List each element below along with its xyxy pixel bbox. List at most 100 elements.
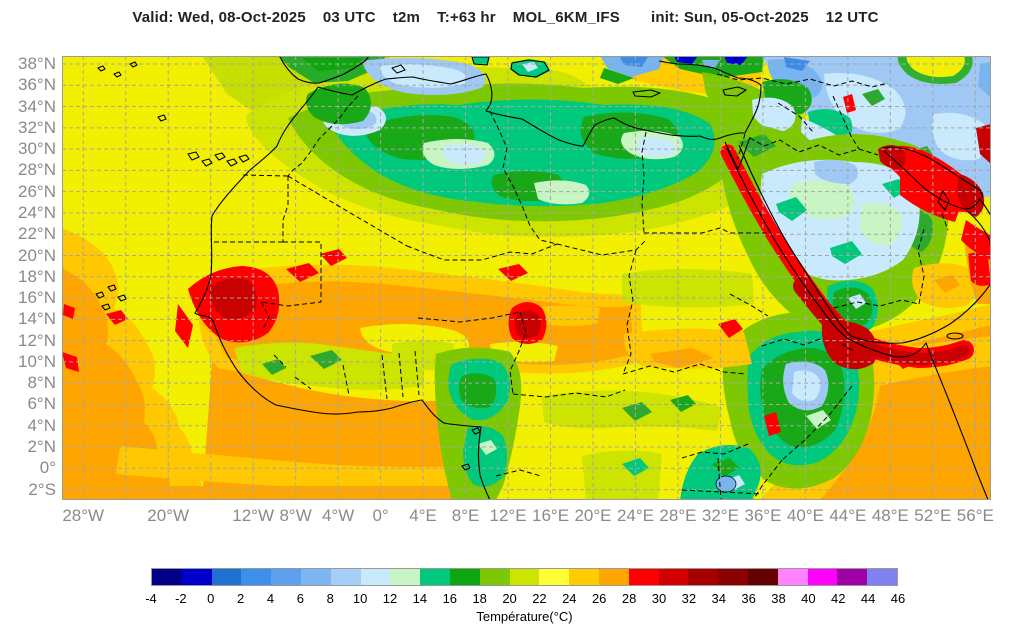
- colorbar-segment: [867, 569, 897, 585]
- lon-tick-label: 4°W: [321, 506, 355, 525]
- title-segment: init: Sun, 05-Oct-2025: [651, 9, 809, 26]
- colorbar-tick-label: 36: [741, 591, 756, 606]
- lat-tick-label: 22°N: [18, 224, 56, 244]
- lon-tick-label: 44°E: [829, 506, 867, 525]
- lat-tick-label: 28°N: [18, 160, 56, 180]
- lat-tick-label: 6°N: [27, 394, 56, 414]
- colorbar-segment: [598, 569, 629, 585]
- lat-tick-label: 18°N: [18, 266, 56, 286]
- lon-tick-label: 56°E: [956, 506, 994, 525]
- lon-tick-label: 20°E: [574, 506, 612, 525]
- lat-tick-label: 30°N: [18, 139, 56, 159]
- colorbar-tick-label: 38: [771, 591, 786, 606]
- lon-tick-label: 32°E: [701, 506, 739, 525]
- lon-tick-label: 12°W: [232, 506, 275, 525]
- colorbar-segment: [330, 569, 361, 585]
- lat-tick-label: 26°N: [18, 181, 56, 201]
- colorbar-segment: [181, 569, 212, 585]
- colorbar-segment: [152, 569, 182, 585]
- lat-tick-label: 14°N: [18, 309, 56, 329]
- title-segment: 12 UTC: [825, 9, 879, 26]
- lon-tick-label: 8°E: [451, 506, 480, 525]
- colorbar-segment: [777, 569, 808, 585]
- colorbar-segment: [300, 569, 331, 585]
- colorbar-segment: [271, 569, 301, 585]
- temperature-map-svg: [62, 55, 992, 501]
- lon-tick-label: 40°E: [786, 506, 824, 525]
- lat-tick-label: 32°N: [18, 117, 56, 137]
- lat-tick-label: 12°N: [18, 330, 56, 350]
- grid-lines: [62, 56, 991, 500]
- colorbar-segment: [449, 569, 480, 585]
- lat-tick-label: 16°N: [18, 288, 56, 308]
- title-segment: T:+63 hr: [437, 9, 496, 26]
- colorbar-tick-label: 4: [266, 591, 275, 606]
- colorbar-tick-label: 26: [591, 591, 607, 606]
- colorbar-tick-label: 24: [562, 591, 577, 606]
- lat-tick-label: 2°N: [27, 437, 56, 457]
- colorbar-segment: [569, 569, 599, 585]
- lon-tick-label: 28°W: [62, 506, 105, 525]
- colorbar-tick-label: 2: [237, 591, 245, 606]
- colorbar-segment: [837, 569, 868, 585]
- colorbar-tick-label: 30: [651, 591, 667, 606]
- lon-tick-label: 48°E: [871, 506, 909, 525]
- colorbar-segment: [747, 569, 778, 585]
- colorbar-tick-label: 28: [621, 591, 637, 606]
- lat-tick-label: 20°N: [18, 245, 56, 265]
- colorbar-segment: [211, 569, 242, 585]
- colorbar-segment: [509, 569, 540, 585]
- page-title: Valid: Wed, 08-Oct-2025 03 UTC t2m T:+63 hr…: [0, 9, 1011, 26]
- lat-tick-label: 36°N: [18, 75, 56, 95]
- colorbar-tick-label: 0: [207, 591, 215, 606]
- lon-tick-label: 12°E: [489, 506, 527, 525]
- colorbar-segment: [420, 569, 450, 585]
- lon-tick-label: 52°E: [914, 506, 952, 525]
- colorbar-segment: [539, 569, 570, 585]
- lon-tick-label: 20°W: [147, 506, 190, 525]
- colorbar-segment: [628, 569, 659, 585]
- colorbar-tick-label: 14: [412, 591, 428, 606]
- temperature-field: [62, 56, 991, 500]
- country-borders: [212, 73, 949, 501]
- colorbar-tick-label: 12: [382, 591, 398, 606]
- temperature-map: [62, 55, 992, 501]
- colorbar-tick-label: 22: [532, 591, 547, 606]
- map-frame: [62, 56, 991, 500]
- colorbar-tick-label: 32: [681, 591, 697, 606]
- title-segment: t2m: [392, 9, 421, 26]
- lon-tick-label: 8°W: [279, 506, 312, 525]
- colorbar-tick-label: 10: [352, 591, 368, 606]
- lon-tick-label: 36°E: [744, 506, 782, 525]
- colorbar-segment: [688, 569, 719, 585]
- colorbar-tick-label: 44: [860, 591, 876, 606]
- coastlines: [95, 55, 992, 501]
- lon-tick-label: 0°: [372, 506, 389, 525]
- colorbar-tick-label: 6: [296, 591, 305, 606]
- colorbar-tick-label: 16: [442, 591, 458, 606]
- colorbar-tick-label: 40: [801, 591, 816, 606]
- lat-tick-label: 4°N: [27, 415, 56, 435]
- title-segment: Valid: Wed, 08-Oct-2025: [132, 9, 306, 26]
- colorbar-segment: [718, 569, 748, 585]
- lat-tick-label: 2°S: [28, 479, 56, 499]
- colorbar-tick-label: 20: [502, 591, 517, 606]
- colorbar-tick-label: 46: [890, 591, 906, 606]
- colorbar-segment: [658, 569, 689, 585]
- lon-tick-label: 28°E: [659, 506, 697, 525]
- colorbar: [151, 568, 898, 586]
- colorbar-tick-label: 42: [831, 591, 846, 606]
- title-segment: MOL_6KM_IFS: [512, 9, 620, 26]
- colorbar-segment: [241, 569, 272, 585]
- colorbar-segment: [390, 569, 421, 585]
- lat-tick-label: 34°N: [18, 96, 56, 116]
- lat-tick-label: 24°N: [18, 202, 56, 222]
- lat-tick-label: 8°N: [27, 373, 56, 393]
- colorbar-tick-label: 18: [472, 591, 487, 606]
- colorbar-segment: [360, 569, 391, 585]
- title-segment: 03 UTC: [322, 9, 376, 26]
- lat-tick-label: 10°N: [18, 351, 56, 371]
- lon-tick-label: 4°E: [409, 506, 437, 525]
- lat-tick-label: 0°: [39, 458, 56, 478]
